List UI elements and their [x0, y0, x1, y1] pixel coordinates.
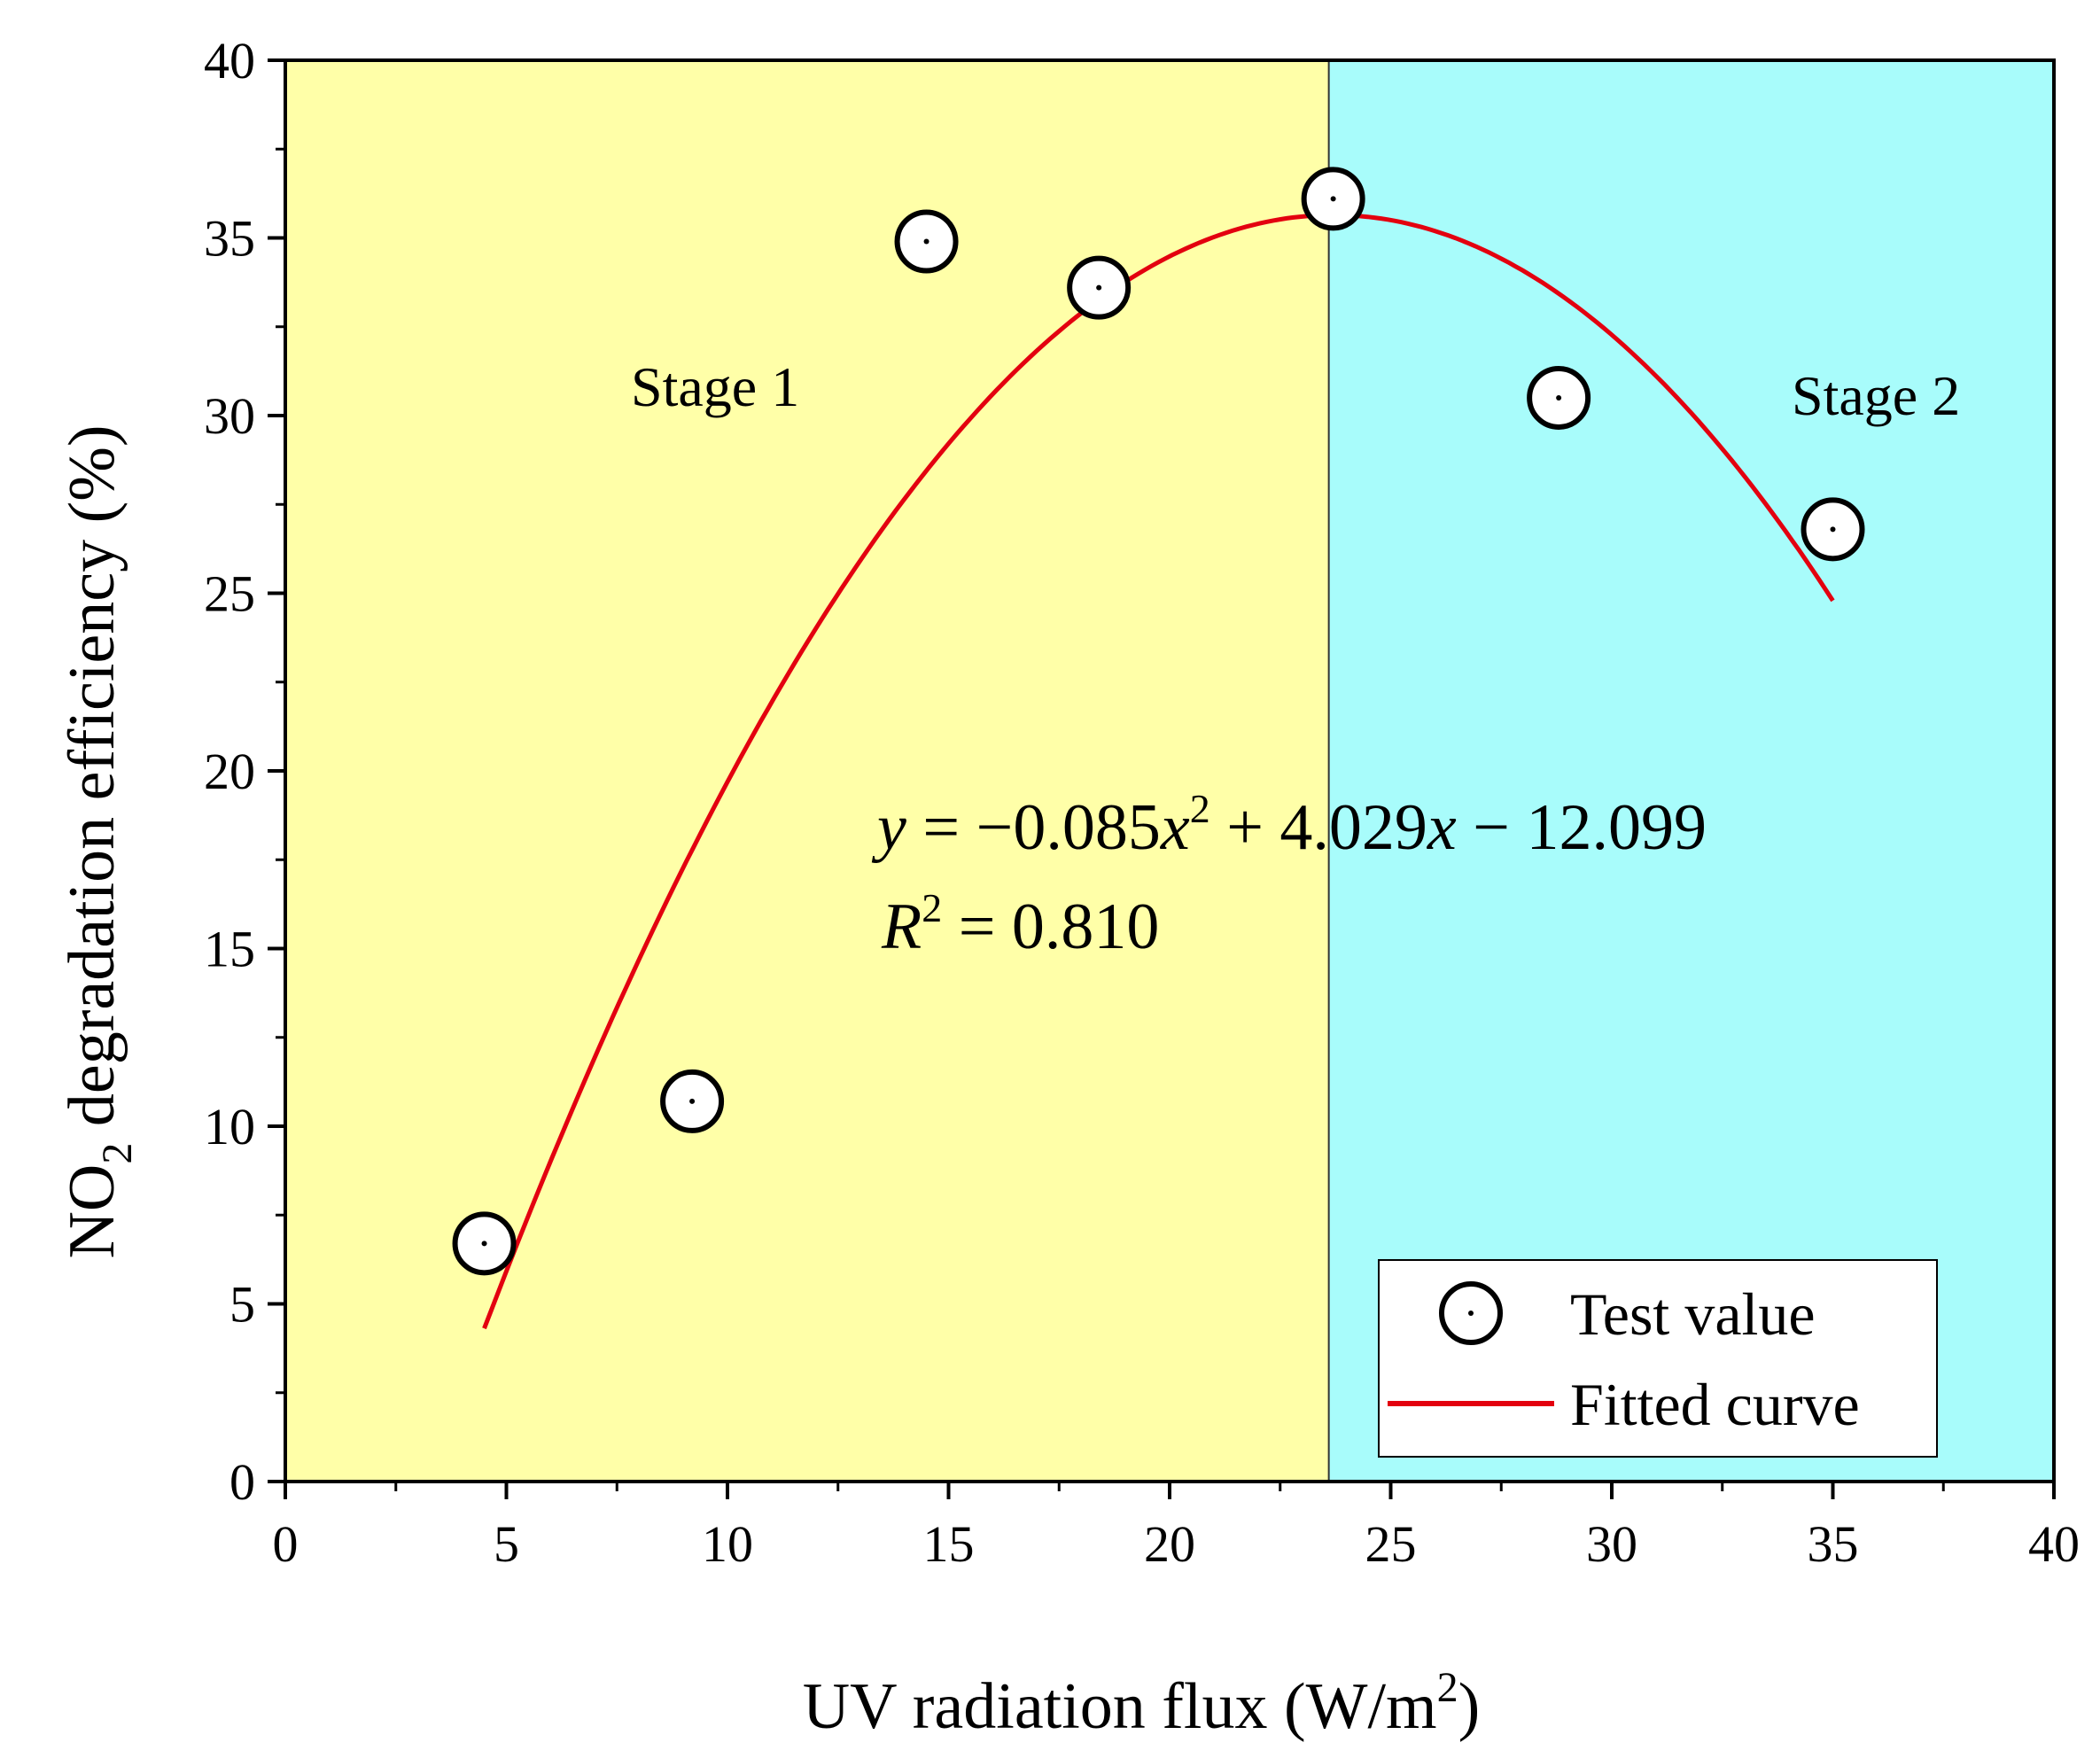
- x-axis-title: UV radiation flux (W/m2): [803, 1664, 1481, 1743]
- y-tick-label: 25: [204, 565, 255, 623]
- x-tick-label: 25: [1365, 1515, 1417, 1573]
- y-tick-label: 5: [229, 1276, 255, 1334]
- r-squared: R2 = 0.810: [881, 885, 1159, 963]
- legend: Test value Fitted curve: [1378, 1259, 1938, 1458]
- x-tick-label: 0: [273, 1515, 299, 1573]
- x-tick-label: 30: [1586, 1515, 1637, 1573]
- test-value-point: [1527, 365, 1591, 430]
- legend-label-test-value: Test value: [1570, 1280, 1816, 1348]
- fitted-curve-line: [482, 213, 1835, 1330]
- legend-label-fitted-curve: Fitted curve: [1570, 1371, 1860, 1438]
- fit-equation: y = −0.085x2 + 4.029x − 12.099: [871, 786, 1707, 864]
- legend-marker-test-value: [1439, 1281, 1503, 1345]
- stage-2-label: Stage 2: [1792, 364, 1960, 427]
- test-value-point: [1301, 167, 1365, 231]
- stage-region-1: [285, 60, 1329, 1482]
- test-value-point: [660, 1069, 725, 1133]
- x-tick-label: 40: [2028, 1515, 2080, 1573]
- y-tick-label: 20: [204, 743, 255, 800]
- test-value-point: [1801, 497, 1865, 562]
- x-tick-label: 15: [923, 1515, 975, 1573]
- plot-frame: [284, 58, 2056, 1483]
- x-tick-label: 10: [702, 1515, 753, 1573]
- test-value-point: [894, 209, 959, 274]
- test-value-points: [452, 167, 1865, 1276]
- axis-ticks: [268, 58, 2056, 1499]
- y-tick-label: 0: [229, 1453, 255, 1511]
- y-tick-label: 40: [204, 32, 255, 89]
- y-axis-title: NO2 degradation efficiency (%): [56, 424, 141, 1258]
- y-tick-labels: 0 5 10 15 20 25 30 35 40: [204, 32, 255, 1511]
- stage-1-label: Stage 1: [631, 355, 799, 418]
- x-tick-label: 20: [1144, 1515, 1195, 1573]
- y-tick-label: 10: [204, 1098, 255, 1155]
- y-tick-label: 35: [204, 210, 255, 268]
- y-tick-label: 30: [204, 387, 255, 445]
- y-tick-label: 15: [204, 921, 255, 978]
- test-value-point: [452, 1211, 517, 1276]
- fitted-curve-layer: [482, 213, 1835, 1330]
- test-value-point: [1067, 255, 1132, 320]
- x-tick-label: 5: [494, 1515, 519, 1573]
- x-tick-label: 35: [1808, 1515, 1859, 1573]
- stage-region-2: [1328, 60, 2054, 1482]
- x-tick-labels: 0 5 10 15 20 25 30 35 40: [273, 1515, 2081, 1573]
